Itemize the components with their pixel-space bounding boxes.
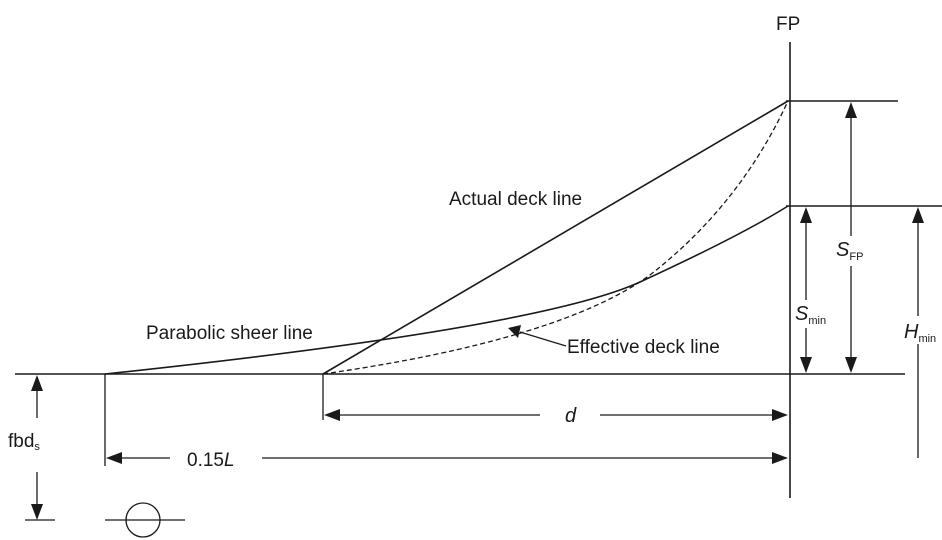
effective-deck-line: [322, 100, 789, 375]
fbd-label: fbds: [8, 431, 40, 453]
h-min-sub: min: [918, 333, 936, 345]
s-min-main: S: [795, 303, 809, 325]
length-arrow-right: [772, 452, 788, 464]
d-arrow-left: [324, 409, 340, 421]
effective-deck-leader: [519, 331, 567, 347]
parabolic-sheer-line: [104, 205, 789, 375]
fbd-base: fbd: [8, 431, 34, 452]
length-symbol: L: [224, 450, 235, 471]
h-min-main: H: [904, 321, 919, 343]
s-min-sub: min: [808, 315, 826, 327]
s-fp-arrow-down: [845, 357, 857, 373]
s-min-label: Smin: [795, 303, 826, 327]
d-arrow-right: [772, 409, 788, 421]
effective-deck-leader-arrowhead: [508, 325, 521, 338]
fp-label: FP: [776, 14, 800, 35]
fbd-arrow-up: [31, 375, 43, 391]
h-min-arrow-up: [912, 207, 924, 223]
fbd-sub: s: [34, 441, 40, 453]
s-fp-sub: FP: [849, 251, 863, 263]
s-min-arrow-down: [800, 357, 812, 373]
h-min-label: Hmin: [904, 321, 936, 345]
parabolic-sheer-line-label: Parabolic sheer line: [146, 323, 313, 344]
length-coeff: 0.15: [187, 450, 224, 471]
actual-deck-line-label: Actual deck line: [449, 189, 582, 210]
length-arrow-left: [106, 452, 122, 464]
actual-deck-line: [322, 100, 789, 375]
s-min-arrow-up: [800, 207, 812, 223]
s-fp-label: SFP: [836, 239, 863, 263]
d-label: d: [565, 405, 577, 427]
length-label: 0.15L: [187, 450, 235, 471]
s-fp-main: S: [836, 239, 850, 261]
effective-deck-line-label: Effective deck line: [567, 337, 720, 358]
s-fp-arrow-up: [845, 102, 857, 118]
fbd-arrow-down: [31, 504, 43, 520]
